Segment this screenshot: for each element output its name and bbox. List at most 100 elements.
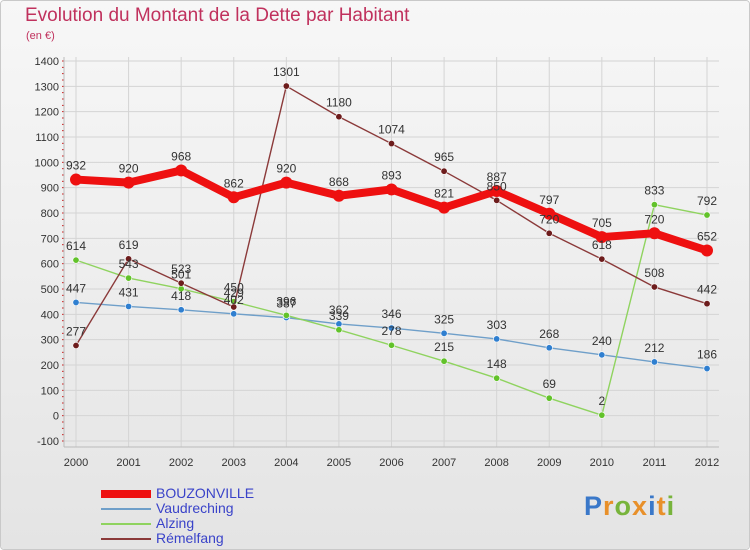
data-point-rmelfang bbox=[72, 341, 80, 349]
data-point-vaudreching bbox=[177, 306, 185, 314]
chart-legend: BOUZONVILLE Vaudreching Alzing Rémelfang bbox=[101, 485, 341, 546]
x-tick-label: 2009 bbox=[537, 457, 561, 469]
data-label-alzing: 833 bbox=[644, 184, 664, 198]
data-label-bouzonville: 705 bbox=[592, 216, 612, 230]
legend-item-bouzonville: BOUZONVILLE bbox=[101, 485, 341, 501]
data-point-vaudreching bbox=[493, 335, 501, 343]
data-label-alzing: 543 bbox=[119, 257, 139, 271]
data-label-alzing: 148 bbox=[487, 357, 507, 371]
logo-letter: o bbox=[614, 491, 633, 521]
x-tick-label: 2010 bbox=[590, 457, 614, 469]
legend-swatch-alzing bbox=[101, 523, 151, 525]
data-point-vaudreching bbox=[703, 365, 711, 373]
data-point-alzing bbox=[493, 374, 501, 382]
data-point-vaudreching bbox=[650, 358, 658, 366]
data-label-vaudreching: 240 bbox=[592, 334, 612, 348]
data-point-alzing bbox=[703, 211, 711, 219]
data-point-alzing bbox=[440, 357, 448, 365]
legend-label-alzing: Alzing bbox=[156, 515, 195, 531]
data-label-bouzonville: 893 bbox=[381, 168, 401, 182]
data-point-vaudreching bbox=[598, 351, 606, 359]
data-label-rmelfang: 442 bbox=[697, 283, 717, 297]
x-tick-label: 2011 bbox=[643, 457, 667, 469]
data-label-rmelfang: 523 bbox=[171, 262, 191, 276]
legend-item-vaudreching: Vaudreching bbox=[101, 500, 341, 516]
data-point-rmelfang bbox=[282, 82, 290, 90]
legend-item-remelfang: Rémelfang bbox=[101, 530, 341, 546]
y-tick-label: 400 bbox=[41, 309, 59, 321]
data-label-alzing: 69 bbox=[543, 377, 557, 391]
data-point-alzing bbox=[72, 256, 80, 264]
data-point-bouzonville bbox=[280, 176, 293, 189]
data-label-vaudreching: 362 bbox=[329, 303, 349, 317]
data-label-alzing: 396 bbox=[276, 294, 296, 308]
y-tick-label: 1200 bbox=[35, 107, 59, 119]
legend-item-alzing: Alzing bbox=[101, 515, 341, 531]
data-point-bouzonville bbox=[543, 207, 556, 220]
x-tick-label: 2000 bbox=[64, 457, 88, 469]
data-point-rmelfang bbox=[493, 196, 501, 204]
data-label-vaudreching: 402 bbox=[224, 293, 244, 307]
data-point-vaudreching bbox=[440, 329, 448, 337]
data-point-bouzonville bbox=[648, 227, 661, 240]
y-tick-label: 800 bbox=[41, 208, 59, 220]
data-point-rmelfang bbox=[545, 229, 553, 237]
y-tick-label: 0 bbox=[53, 411, 59, 423]
x-tick-label: 2005 bbox=[327, 457, 351, 469]
legend-swatch-remelfang bbox=[101, 538, 151, 540]
y-tick-label: 900 bbox=[41, 183, 59, 195]
data-label-bouzonville: 968 bbox=[171, 149, 191, 163]
y-tick-label: 200 bbox=[41, 360, 59, 372]
data-point-bouzonville bbox=[490, 184, 503, 197]
data-point-alzing bbox=[387, 341, 395, 349]
logo-letter: i bbox=[648, 491, 657, 521]
data-label-rmelfang: 619 bbox=[119, 238, 139, 252]
data-label-rmelfang: 277 bbox=[66, 324, 86, 338]
data-point-alzing bbox=[545, 394, 553, 402]
data-point-rmelfang bbox=[650, 283, 658, 291]
data-point-rmelfang bbox=[230, 303, 238, 311]
data-label-bouzonville: 920 bbox=[119, 162, 139, 176]
y-tick-label: 500 bbox=[41, 284, 59, 296]
data-label-alzing: 339 bbox=[329, 309, 349, 323]
legend-swatch-vaudreching bbox=[101, 508, 151, 510]
data-label-alzing: 215 bbox=[434, 340, 454, 354]
x-tick-label: 2004 bbox=[274, 457, 298, 469]
data-label-vaudreching: 303 bbox=[487, 318, 507, 332]
data-label-rmelfang: 618 bbox=[592, 238, 612, 252]
data-label-alzing: 278 bbox=[381, 324, 401, 338]
data-label-rmelfang: 1301 bbox=[273, 65, 300, 79]
y-tick-label: 1300 bbox=[35, 81, 59, 93]
data-label-bouzonville: 821 bbox=[434, 187, 454, 201]
data-label-vaudreching: 447 bbox=[66, 281, 86, 295]
x-tick-label: 2003 bbox=[222, 457, 246, 469]
data-label-rmelfang: 1074 bbox=[378, 123, 405, 137]
data-label-bouzonville: 868 bbox=[329, 175, 349, 189]
data-point-vaudreching bbox=[125, 302, 133, 310]
data-label-bouzonville: 920 bbox=[276, 162, 296, 176]
data-point-rmelfang bbox=[177, 279, 185, 287]
logo-letter: t bbox=[656, 491, 667, 521]
data-label-bouzonville: 797 bbox=[539, 193, 559, 207]
proxiti-logo: Proxiti bbox=[584, 491, 675, 522]
data-label-alzing: 792 bbox=[697, 194, 717, 208]
data-label-alzing: 614 bbox=[66, 239, 86, 253]
x-tick-label: 2001 bbox=[116, 457, 140, 469]
data-point-vaudreching bbox=[72, 298, 80, 306]
legend-label-vaudreching: Vaudreching bbox=[156, 500, 234, 516]
x-tick-label: 2012 bbox=[695, 457, 719, 469]
x-tick-label: 2008 bbox=[484, 457, 508, 469]
data-point-rmelfang bbox=[387, 140, 395, 148]
data-point-bouzonville bbox=[332, 189, 345, 202]
data-label-rmelfang: 965 bbox=[434, 150, 454, 164]
y-tick-label: 300 bbox=[41, 335, 59, 347]
chart-subtitle: (en €) bbox=[26, 30, 55, 42]
data-label-vaudreching: 186 bbox=[697, 348, 717, 362]
data-label-bouzonville: 932 bbox=[66, 159, 86, 173]
data-point-alzing bbox=[335, 326, 343, 334]
x-tick-label: 2007 bbox=[432, 457, 456, 469]
data-label-bouzonville: 862 bbox=[224, 176, 244, 190]
